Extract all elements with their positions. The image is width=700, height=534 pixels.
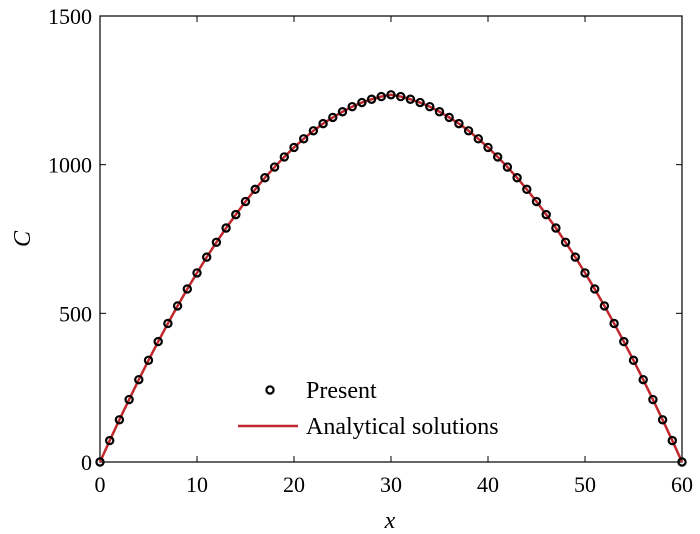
present-point <box>211 237 222 247</box>
axis-ticks <box>99 15 683 463</box>
present-point <box>153 336 163 347</box>
present-point <box>240 196 251 207</box>
present-point <box>289 142 299 153</box>
analytical-line <box>98 93 684 463</box>
present-point <box>231 209 241 220</box>
present-point <box>182 284 192 294</box>
x-tick-label: 10 <box>186 472 208 497</box>
x-tick-label: 60 <box>671 472 693 497</box>
x-tick-labels: 0 10 20 30 40 50 60 <box>95 472 694 497</box>
present-point <box>318 118 328 129</box>
present-point <box>463 126 474 136</box>
present-point <box>269 162 280 172</box>
legend-analytical-label: Analytical solutions <box>306 414 499 440</box>
present-point <box>347 101 357 112</box>
y-tick-label: 1000 <box>48 153 92 178</box>
present-point <box>483 142 493 153</box>
present-point <box>609 318 619 329</box>
y-tick-label: 0 <box>81 450 92 475</box>
present-point <box>522 184 532 195</box>
present-point <box>405 94 416 104</box>
present-point <box>415 97 425 108</box>
present-point <box>201 252 212 262</box>
present-point <box>512 173 522 183</box>
present-point <box>143 355 154 366</box>
present-point <box>560 237 571 247</box>
present-point <box>590 284 600 294</box>
present-point <box>386 90 396 100</box>
x-axis-label: x <box>384 508 396 534</box>
present-point <box>677 457 687 467</box>
present-point <box>308 126 319 136</box>
present-point <box>104 435 115 446</box>
present-point <box>628 355 639 366</box>
legend-present-label: Present <box>306 378 377 404</box>
analytical-series <box>98 93 684 463</box>
x-tick-label: 50 <box>574 472 596 497</box>
present-point <box>434 107 445 117</box>
present-point <box>657 415 668 425</box>
present-point <box>376 91 386 102</box>
y-tick-label: 1500 <box>48 4 92 29</box>
present-point <box>619 336 629 347</box>
present-point <box>337 107 348 117</box>
x-tick-label: 0 <box>95 472 106 497</box>
present-point <box>299 134 309 144</box>
present-point <box>260 173 270 183</box>
x-tick-label: 20 <box>283 472 305 497</box>
x-tick-label: 30 <box>380 472 402 497</box>
present-point <box>357 97 367 108</box>
present-series <box>95 90 687 467</box>
present-point <box>502 162 513 172</box>
present-point <box>667 435 678 446</box>
present-point <box>95 457 105 467</box>
present-point <box>444 112 454 123</box>
present-point <box>134 374 144 385</box>
present-point <box>599 301 610 311</box>
y-tick-labels: 0 500 1000 1500 <box>48 4 92 475</box>
present-point <box>114 415 125 425</box>
present-point <box>124 394 134 405</box>
present-point <box>638 374 648 385</box>
present-point <box>425 101 435 112</box>
present-point <box>541 209 551 220</box>
y-tick-label: 500 <box>59 301 92 326</box>
present-point <box>163 318 173 329</box>
legend: Present Analytical solutions <box>238 378 499 440</box>
present-point <box>250 184 260 195</box>
y-axis-label: C <box>10 230 36 247</box>
present-point <box>493 152 503 162</box>
present-point <box>172 301 183 311</box>
present-point <box>192 268 202 278</box>
present-point <box>473 134 483 144</box>
plot-frame <box>99 15 683 463</box>
present-point <box>454 118 464 129</box>
present-point <box>648 394 658 405</box>
present-point <box>570 252 581 262</box>
present-point <box>531 196 542 207</box>
present-point <box>396 91 406 102</box>
present-point <box>328 112 338 123</box>
present-point <box>580 268 590 278</box>
x-tick-label: 40 <box>477 472 499 497</box>
present-point <box>366 94 377 104</box>
present-point <box>221 223 231 233</box>
present-point <box>279 152 289 162</box>
legend-present-marker <box>265 385 275 395</box>
present-point <box>551 223 561 233</box>
